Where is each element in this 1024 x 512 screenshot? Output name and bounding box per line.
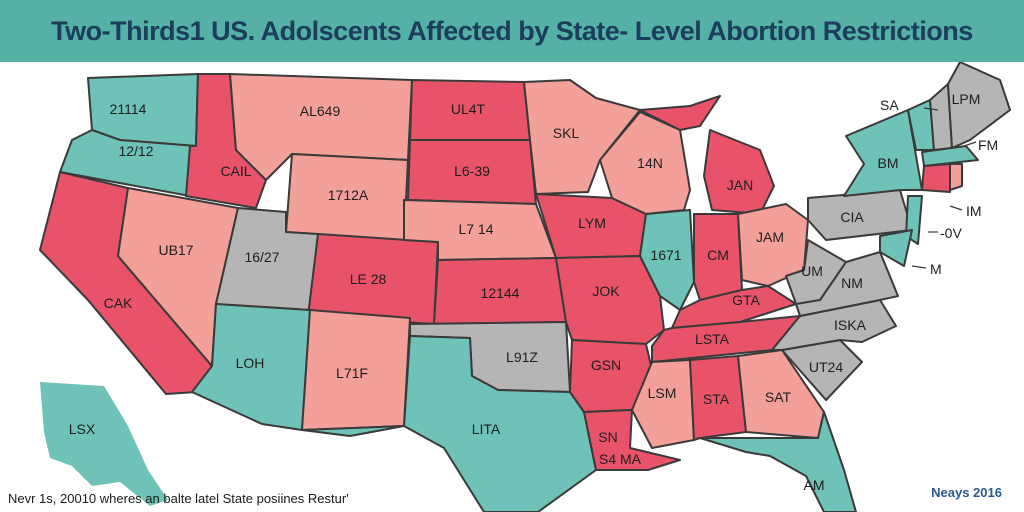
label-pa: CIA xyxy=(840,209,864,225)
state-wv xyxy=(785,239,847,305)
state-ri xyxy=(949,163,963,191)
map-title: Two-Thirds1 US. Adolscents Affected by S… xyxy=(51,15,973,46)
label-va: NM xyxy=(841,275,863,291)
label-ks: 12144 xyxy=(481,285,520,301)
state-ms xyxy=(631,359,695,449)
outside-label-sa: SA xyxy=(880,97,899,113)
label-ms: LSM xyxy=(648,385,677,401)
label-ny: BM xyxy=(878,155,899,171)
outside-label-ov: -0V xyxy=(940,225,962,241)
label-co: LE 28 xyxy=(350,271,387,287)
label-wv: UM xyxy=(801,263,823,279)
label-ut: 16/27 xyxy=(244,249,279,265)
label-mi: JAN xyxy=(727,177,753,193)
label-la2: S4 MA xyxy=(599,451,642,467)
label-nm: L71F xyxy=(336,365,368,381)
state-ak xyxy=(40,382,168,506)
label-ne: L7 14 xyxy=(458,221,493,237)
label-al: STA xyxy=(703,391,730,407)
label-nv: UB17 xyxy=(158,242,193,258)
outside-label-m: M xyxy=(930,261,942,277)
label-ia: LYM xyxy=(578,215,606,231)
label-sc: UT24 xyxy=(809,359,843,375)
label-mn: SKL xyxy=(553,125,580,141)
label-sd: L6-39 xyxy=(454,163,490,179)
label-me: LPM xyxy=(952,91,981,107)
outside-label-im: IM xyxy=(966,203,982,219)
label-ky: GTA xyxy=(732,292,760,308)
label-ca: CAK xyxy=(104,295,133,311)
outside-label-fm: FM xyxy=(978,137,998,153)
state-fl xyxy=(699,411,857,512)
label-ar: GSN xyxy=(591,357,621,373)
label-wi: 14N xyxy=(637,155,663,171)
label-ok: L91Z xyxy=(506,349,538,365)
source-credit: Neays 2016 xyxy=(931,485,1002,500)
label-il: 1671 xyxy=(650,247,681,263)
us-map: 21114 12/12 CAK CAIL UB17 AL649 1712A 16… xyxy=(39,62,1011,512)
label-mt: AL649 xyxy=(300,103,341,119)
label-ak: LSX xyxy=(69,421,96,437)
title-bar: Two-Thirds1 US. Adolscents Affected by S… xyxy=(0,0,1024,62)
state-mi xyxy=(703,129,775,215)
label-wy: 1712A xyxy=(328,187,369,203)
state-ct xyxy=(921,163,951,193)
label-fl: AM xyxy=(804,477,825,493)
label-wa: 21114 xyxy=(110,101,147,117)
label-nc: ISKA xyxy=(834,317,867,333)
label-in: CM xyxy=(707,247,729,263)
state-tx xyxy=(301,335,597,512)
label-la: SN xyxy=(598,429,617,445)
footnote: Nevr 1s, 20010 wheres an balte latel Sta… xyxy=(8,491,349,506)
label-or: 12/12 xyxy=(118,143,153,159)
label-ga: SAT xyxy=(765,389,792,405)
state-wi xyxy=(599,111,691,215)
state-mi-up xyxy=(639,95,721,131)
label-tx: LITA xyxy=(472,421,501,437)
state-md xyxy=(879,229,913,267)
state-al xyxy=(689,355,747,441)
label-tn: LSTA xyxy=(695,331,730,347)
label-oh: JAM xyxy=(756,229,784,245)
label-id: CAIL xyxy=(220,163,251,179)
label-mo: JOK xyxy=(592,283,620,299)
state-ma xyxy=(921,145,979,167)
label-nd: UL4T xyxy=(451,101,486,117)
label-az: LOH xyxy=(236,355,265,371)
